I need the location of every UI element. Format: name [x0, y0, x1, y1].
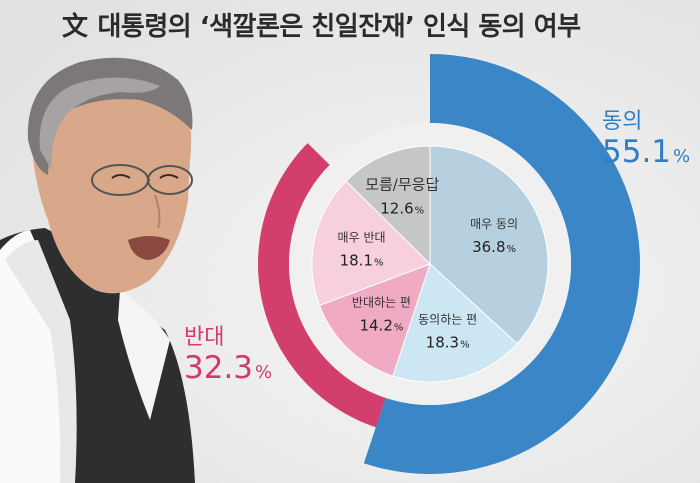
group-value-0: 55.1%	[602, 134, 690, 170]
title-mark: 文	[62, 12, 88, 42]
president-photo	[0, 57, 195, 483]
slice-value-2: 14.2%	[359, 316, 403, 334]
slice-label-2: 반대하는 편	[352, 295, 411, 309]
slice-3	[311, 180, 431, 307]
group-arc-disagree	[258, 143, 386, 428]
group-name-0: 동의	[602, 109, 642, 134]
slice-value-4: 12.6%	[380, 200, 424, 218]
chart-title: 文 대통령의 ‘색깔론은 친일잔재’ 인식 동의 여부	[62, 6, 700, 43]
slice-0	[429, 145, 549, 345]
group-value-1: 32.3%	[184, 350, 272, 386]
slice-value-0: 36.8%	[472, 238, 516, 256]
slice-label-1: 동의하는 편	[418, 313, 477, 327]
slice-value-3: 18.1%	[340, 251, 384, 269]
group-arc-agree	[363, 54, 641, 474]
slice-4	[345, 145, 431, 266]
slice-label-3: 매우 반대	[338, 230, 386, 244]
slice-label-0: 매우 동의	[470, 217, 518, 231]
slice-label-4: 모름/무응답	[365, 176, 439, 194]
slice-2	[318, 263, 431, 377]
donut-chart: 매우 동의 36.8% 동의하는 편 18.3% 반대하는 편 14.2% 매우 반대 18.…	[184, 54, 690, 474]
slice-value-1: 18.3%	[426, 334, 470, 352]
title-text: 대통령의 ‘색깔론은 친일잔재’ 인식 동의 여부	[97, 12, 582, 42]
slice-1	[392, 263, 518, 383]
group-name-1: 반대	[184, 325, 224, 350]
